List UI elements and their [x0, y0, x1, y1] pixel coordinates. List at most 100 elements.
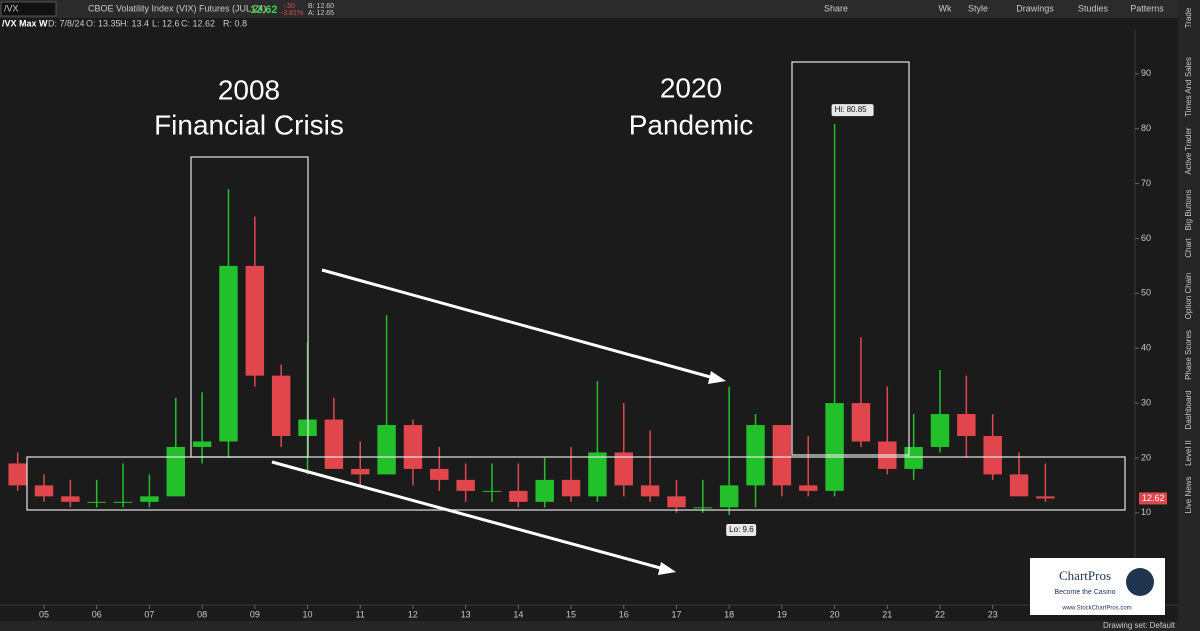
sidebar-tab[interactable]: Phase Scores [1184, 330, 1193, 380]
candle-body [693, 507, 713, 509]
candle-body [140, 496, 159, 502]
candle-body [561, 479, 581, 497]
x-tick-label: 22 [935, 609, 945, 619]
candle-body [509, 490, 528, 502]
toolbar-button[interactable]: Wk [939, 3, 952, 13]
sidebar-tab[interactable]: Active Trader [1184, 127, 1193, 174]
candle-body [166, 446, 185, 497]
info-item: L: 12.6 [152, 18, 180, 28]
bid: B: 12.60 [308, 3, 334, 10]
trend-arrow [321, 268, 715, 380]
sidebar [1178, 0, 1200, 631]
logo-name: ChartPros [1059, 568, 1111, 583]
logo-tagline: Become the Casino [1054, 589, 1115, 596]
x-tick-label: 23 [988, 609, 998, 619]
x-tick-label: 15 [566, 609, 576, 619]
x-tick-label: 17 [671, 609, 681, 619]
toolbar [0, 0, 1178, 18]
x-tick-label: 14 [513, 609, 523, 619]
candle-body [87, 501, 106, 503]
candle-body [245, 265, 265, 376]
sidebar-tab[interactable]: Dashboard [1184, 390, 1193, 429]
status-bar [0, 621, 1178, 631]
annotation: 2008 [218, 74, 280, 105]
candle-body [904, 446, 923, 469]
candle-body [825, 403, 844, 491]
description: CBOE Volatility Index (VIX) Futures (JUL… [88, 3, 266, 13]
sidebar-tab[interactable]: Option Chain [1184, 273, 1193, 320]
candle-body [640, 485, 660, 497]
symbol[interactable]: /VX [4, 3, 19, 13]
candle-body [351, 468, 370, 475]
x-tick-label: 07 [144, 609, 154, 619]
info-item: /VX Max W [2, 18, 48, 28]
candle-body [113, 501, 133, 503]
candle-body [746, 425, 765, 486]
candle-body [192, 441, 212, 447]
candle-body [588, 452, 607, 497]
candle-body [799, 485, 818, 491]
sidebar-tab[interactable]: Times And Sales [1184, 57, 1193, 117]
candle-body [1009, 474, 1029, 497]
low-label-box [726, 524, 757, 537]
info-item: D: 7/8/24 [48, 18, 85, 28]
x-tick-label: 05 [39, 609, 49, 619]
sidebar-tab[interactable]: Live News [1184, 477, 1193, 514]
candle-body [930, 414, 950, 447]
y-tick-label: 20 [1141, 452, 1151, 462]
sidebar-tab[interactable]: Level II [1184, 440, 1193, 466]
y-tick-label: 30 [1141, 397, 1151, 407]
candle-body [1036, 496, 1055, 499]
high-label-box [831, 104, 874, 117]
sidebar-tab[interactable]: Trade [1184, 7, 1193, 28]
status: Drawing set: Default [1103, 621, 1176, 630]
logo-icon [1126, 568, 1154, 596]
x-tick-label: 11 [356, 609, 365, 619]
change: -.50 [283, 3, 295, 10]
x-tick-label: 21 [882, 609, 892, 619]
candle-body [219, 265, 238, 442]
y-tick-label: 40 [1141, 343, 1151, 353]
x-tick-label: 12 [408, 609, 418, 619]
symbol-box[interactable] [0, 1, 57, 17]
pandemic-box [791, 61, 910, 456]
candle-body [667, 496, 686, 508]
x-tick-label: 13 [461, 609, 471, 619]
toolbar-button[interactable]: Patterns [1130, 3, 1164, 13]
candle-body [719, 485, 739, 508]
high-label: Hi: 80.85 [835, 105, 868, 114]
info-item: C: 12.62 [181, 18, 215, 28]
arrow-head [708, 371, 726, 384]
candle-body [957, 414, 976, 437]
candle-body [8, 463, 27, 486]
x-tick-label: 08 [197, 609, 207, 619]
candle-body [772, 425, 792, 486]
candle-body [535, 479, 554, 502]
toolbar-button[interactable]: Studies [1078, 3, 1109, 13]
x-tick-label: 10 [303, 609, 313, 619]
x-tick-label: 18 [724, 609, 734, 619]
candle-body [983, 436, 1002, 475]
info-item: R: 0.8 [223, 18, 247, 28]
y-tick-label: 50 [1141, 288, 1151, 298]
x-tick-label: 06 [92, 609, 102, 619]
toolbar-button[interactable]: Style [968, 3, 988, 13]
change-pct: -3.81% [281, 10, 303, 17]
range-box [26, 456, 1126, 511]
sidebar-tab[interactable]: Big Buttons [1184, 190, 1193, 231]
annotation: Pandemic [629, 109, 754, 140]
toolbar-button[interactable]: Drawings [1016, 3, 1054, 13]
candle-body [271, 375, 291, 437]
toolbar-button[interactable]: Share [824, 3, 848, 13]
sidebar-tab[interactable]: Chart [1184, 237, 1193, 257]
annotation: Financial Crisis [154, 109, 344, 140]
candle-body [456, 479, 475, 491]
arrow-head [658, 562, 676, 575]
x-tick-label: 19 [777, 609, 787, 619]
info-item: O: 13.35 [86, 18, 121, 28]
candle-body [403, 425, 423, 469]
low-label: Lo: 9.6 [729, 525, 754, 534]
trend-arrow [271, 460, 665, 571]
